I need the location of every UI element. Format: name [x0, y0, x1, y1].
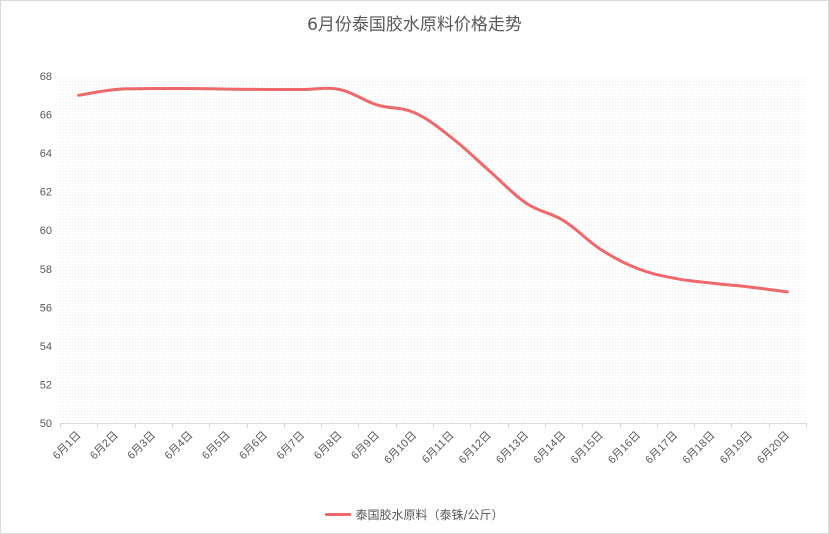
y-tick-label: 68 [40, 71, 52, 83]
y-tick-label: 62 [40, 187, 52, 199]
y-tick-label: 50 [40, 418, 52, 430]
x-tick-label: 6月13日 [494, 429, 531, 466]
x-tick-label: 6月9日 [349, 429, 382, 462]
y-tick-label: 60 [40, 225, 52, 237]
x-tick-label: 6月18日 [681, 429, 718, 466]
x-tick-label: 6月6日 [237, 429, 270, 462]
legend-label: 泰国胶水原料（泰铢/公斤） [355, 508, 504, 522]
x-tick-label: 6月16日 [606, 429, 643, 466]
x-tick-label: 6月4日 [163, 429, 196, 462]
x-tick-label: 6月12日 [457, 429, 494, 466]
plot-background [60, 76, 806, 423]
x-tick-label: 6月20日 [755, 429, 792, 466]
y-tick-label: 52 [40, 379, 52, 391]
x-tick-label: 6月11日 [420, 429, 456, 465]
x-tick-label: 6月17日 [643, 429, 680, 466]
legend-swatch [325, 513, 352, 516]
x-tick-label: 6月10日 [382, 429, 419, 466]
y-tick-label: 54 [40, 341, 52, 353]
chart-title: 6月份泰国胶水原料价格走势 [307, 15, 522, 35]
x-tick-label: 6月5日 [200, 429, 233, 462]
y-tick-label: 58 [40, 264, 52, 276]
legend: 泰国胶水原料（泰铢/公斤） [0, 506, 829, 523]
y-tick-label: 64 [40, 148, 52, 160]
x-tick-label: 6月14日 [531, 429, 568, 466]
series-line [77, 86, 789, 294]
x-tick-label: 6月2日 [88, 429, 121, 462]
x-tick-label: 6月1日 [51, 429, 84, 462]
x-tick-label: 6月8日 [312, 429, 345, 462]
y-tick-label: 66 [40, 110, 52, 122]
x-tick-label: 6月3日 [125, 429, 158, 462]
x-tick-label: 6月15日 [569, 429, 606, 466]
x-tick-label: 6月7日 [275, 429, 308, 462]
x-tick-label: 6月19日 [718, 429, 755, 466]
y-tick-label: 56 [40, 302, 52, 314]
